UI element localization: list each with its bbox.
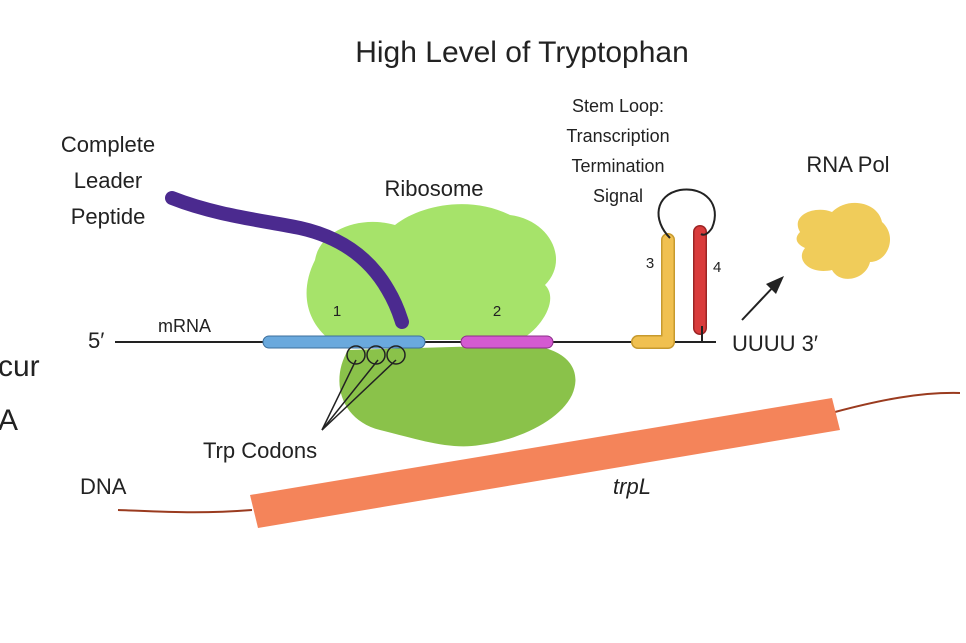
ribosome-small-subunit: [306, 204, 557, 340]
diagram-title: High Level of Tryptophan: [355, 36, 689, 69]
trp-codon-pointer: [321, 359, 357, 431]
trpL-label: trpL: [613, 474, 651, 499]
leader-peptide-label-1: Complete: [61, 132, 155, 157]
region-1-bar: [262, 335, 426, 349]
release-arrow-head: [766, 276, 784, 294]
stem-loop-label-3: Termination: [571, 156, 664, 176]
trp-codon-loop: [386, 345, 406, 365]
mrna-label: mRNA: [158, 316, 211, 336]
left-cut-text-2: A: [0, 404, 18, 437]
stem-loop-label-4: Signal: [593, 186, 643, 206]
trp-codons-label: Trp Codons: [203, 438, 317, 463]
dna-strand-left: [117, 509, 253, 514]
region-3-stem: [632, 234, 674, 348]
trp-codon-pointer: [321, 359, 379, 431]
leader-peptide: [165, 191, 409, 329]
trpL-gene-bar: [250, 398, 840, 528]
leader-peptide-label-3: Peptide: [71, 204, 146, 229]
five-prime-label: 5′: [88, 328, 104, 353]
rna-polymerase: [796, 202, 891, 279]
dna-label: DNA: [80, 474, 127, 499]
uuuu-label: UUUU 3′: [732, 331, 818, 356]
stem-loop-label-1: Stem Loop:: [572, 96, 664, 116]
trp-codon-loop: [366, 345, 386, 365]
dna-strand-right: [834, 391, 961, 413]
rna-pol-label: RNA Pol: [806, 152, 889, 177]
trp-codon-pointer: [321, 359, 397, 431]
left-cut-text-1: cur: [0, 350, 40, 383]
ribosome-large-subunit: [339, 345, 576, 447]
region-2-label: 2: [493, 303, 501, 320]
ribosome-label: Ribosome: [384, 176, 483, 201]
region-1-label: 1: [333, 303, 341, 320]
stem-loop-label-2: Transcription: [566, 126, 669, 146]
release-arrow-line: [741, 283, 777, 321]
region-4-label: 4: [713, 259, 721, 276]
leader-peptide-label-2: Leader: [74, 168, 143, 193]
region-2-bar: [460, 335, 554, 349]
region-3-label: 3: [646, 255, 654, 272]
trp-codon-loop: [346, 345, 366, 365]
uuuu-tail: [701, 326, 716, 343]
stem-loop-hairpin: [657, 188, 716, 239]
